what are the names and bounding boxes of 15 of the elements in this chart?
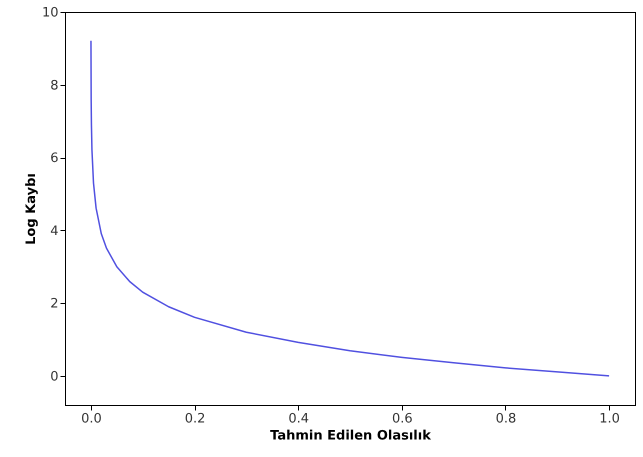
x-axis-title: Tahmin Edilen Olasılık bbox=[270, 428, 432, 444]
y-tick-label: 2 bbox=[50, 296, 58, 312]
x-tick-label: 1.0 bbox=[599, 412, 620, 426]
x-tick-label: 0.2 bbox=[184, 412, 206, 426]
y-axis-title: Log Kaybı bbox=[24, 173, 39, 245]
y-tick-label: 6 bbox=[50, 151, 58, 166]
y-tick-label: 8 bbox=[50, 78, 58, 94]
line-series bbox=[90, 40, 610, 377]
y-tick-label: 4 bbox=[50, 224, 58, 239]
x-tick-label: 0.8 bbox=[496, 412, 516, 426]
x-tick-label: 0.0 bbox=[81, 412, 102, 426]
x-tick-label: 0.6 bbox=[392, 412, 413, 426]
y-tick-label: 10 bbox=[42, 6, 58, 20]
x-tick-label: 0.4 bbox=[288, 412, 310, 426]
y-tick-label: 0 bbox=[50, 369, 58, 384]
